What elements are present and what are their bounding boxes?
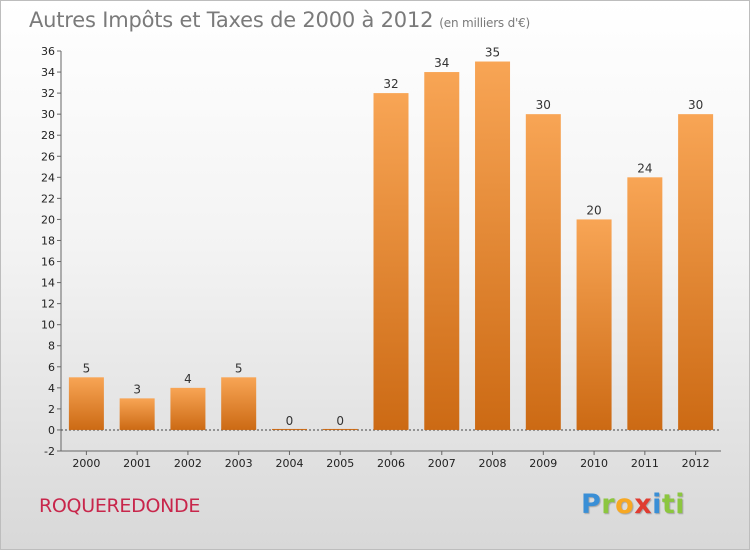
y-tick-label: 2 bbox=[48, 403, 55, 416]
y-tick-label: 20 bbox=[41, 213, 55, 226]
x-tick-label: 2009 bbox=[529, 457, 557, 470]
y-tick-label: 32 bbox=[41, 87, 55, 100]
y-tick-label: 14 bbox=[41, 277, 55, 290]
y-tick-label: 4 bbox=[48, 382, 55, 395]
bar bbox=[678, 114, 714, 430]
bar bbox=[475, 61, 511, 430]
logo-letter: ti bbox=[661, 489, 686, 520]
bar bbox=[170, 387, 206, 430]
data-label: 3 bbox=[133, 382, 141, 396]
bar bbox=[221, 377, 257, 430]
x-tick-label: 2001 bbox=[123, 457, 151, 470]
chart-title-text: Autres Impôts et Taxes de 2000 à 2012 bbox=[29, 8, 434, 32]
x-tick-label: 2002 bbox=[174, 457, 202, 470]
data-label: 30 bbox=[536, 98, 551, 112]
bar bbox=[627, 177, 663, 430]
y-tick-label: 18 bbox=[41, 234, 55, 247]
x-tick-label: 2005 bbox=[326, 457, 354, 470]
data-label: 24 bbox=[637, 161, 652, 175]
logo-letter: P bbox=[581, 489, 602, 520]
data-label: 30 bbox=[688, 98, 703, 112]
data-label: 32 bbox=[383, 77, 398, 91]
y-tick-label: 30 bbox=[41, 108, 55, 121]
data-label: 4 bbox=[184, 372, 192, 386]
bar bbox=[576, 219, 612, 430]
bar bbox=[525, 114, 561, 430]
data-label: 0 bbox=[286, 414, 294, 428]
x-tick-label: 2006 bbox=[377, 457, 405, 470]
chart-title: Autres Impôts et Taxes de 2000 à 2012 (en… bbox=[29, 8, 530, 32]
data-label: 0 bbox=[336, 414, 344, 428]
bar bbox=[271, 428, 307, 430]
logo-letter: x bbox=[634, 489, 653, 520]
chart-subtitle: (en milliers d'€) bbox=[439, 16, 531, 30]
x-tick-label: 2004 bbox=[275, 457, 303, 470]
proxiti-logo: Proxiti bbox=[581, 489, 685, 520]
y-tick-label: 34 bbox=[41, 66, 55, 79]
y-tick-label: 10 bbox=[41, 319, 55, 332]
chart-bars bbox=[68, 61, 714, 430]
bar bbox=[424, 72, 460, 430]
logo-letter: o bbox=[615, 489, 635, 520]
x-tick-label: 2011 bbox=[631, 457, 659, 470]
bar bbox=[322, 428, 358, 430]
x-tick-label: 2007 bbox=[428, 457, 456, 470]
y-tick-label: 0 bbox=[48, 424, 55, 437]
bar bbox=[68, 377, 104, 430]
data-label: 35 bbox=[485, 46, 500, 60]
data-label: 20 bbox=[586, 203, 601, 217]
y-tick-label: -2 bbox=[44, 445, 55, 458]
x-tick-label: 2010 bbox=[580, 457, 608, 470]
x-tick-label: 2003 bbox=[225, 457, 253, 470]
x-tick-label: 2008 bbox=[479, 457, 507, 470]
y-tick-label: 8 bbox=[48, 340, 55, 353]
bar bbox=[119, 398, 155, 430]
y-tick-label: 26 bbox=[41, 150, 55, 163]
y-tick-label: 16 bbox=[41, 256, 55, 269]
x-tick-label: 2000 bbox=[72, 457, 100, 470]
data-label: 5 bbox=[83, 361, 91, 375]
y-tick-label: 12 bbox=[41, 298, 55, 311]
data-label: 34 bbox=[434, 56, 449, 70]
y-tick-label: 24 bbox=[41, 171, 55, 184]
x-tick-label: 2012 bbox=[682, 457, 710, 470]
y-tick-label: 28 bbox=[41, 129, 55, 142]
bar bbox=[373, 93, 409, 430]
y-tick-label: 36 bbox=[41, 45, 55, 58]
y-tick-label: 22 bbox=[41, 192, 55, 205]
logo-letter: r bbox=[601, 489, 616, 520]
logo-letter: i bbox=[652, 489, 662, 520]
data-label: 5 bbox=[235, 361, 243, 375]
commune-name: ROQUEREDONDE bbox=[39, 495, 201, 517]
y-tick-label: 6 bbox=[48, 361, 55, 374]
